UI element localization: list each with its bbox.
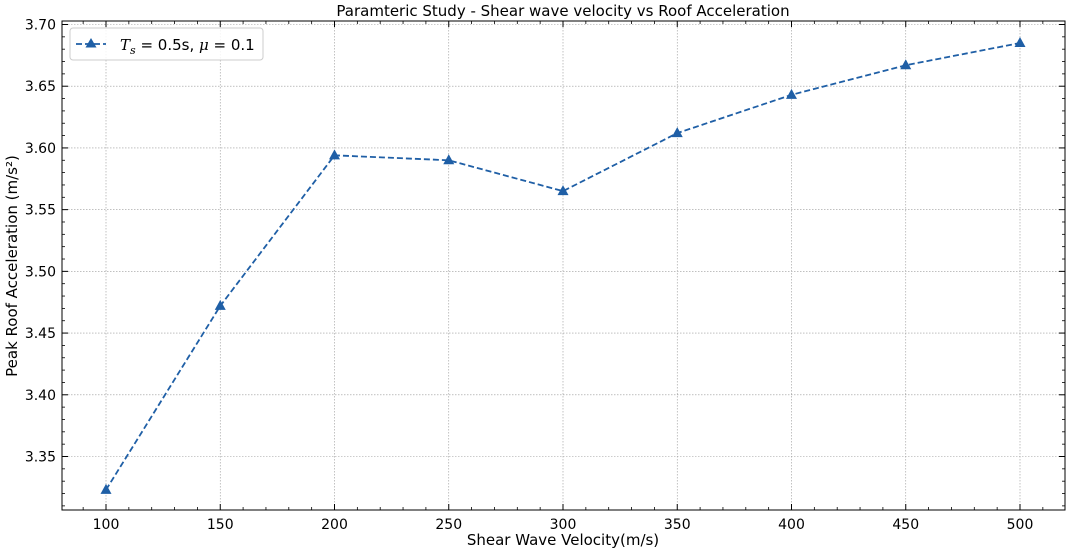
x-tick-label: 150 xyxy=(207,517,234,533)
legend-eq1: = 0.5s, xyxy=(136,36,199,54)
legend-t: T xyxy=(120,36,131,54)
x-tick-label: 250 xyxy=(435,517,462,533)
y-tick-label: 3.40 xyxy=(25,388,56,404)
data-point-marker xyxy=(329,149,340,160)
legend-t-sub: s xyxy=(130,44,136,57)
x-tick-label: 450 xyxy=(892,517,919,533)
y-tick-label: 3.55 xyxy=(25,203,56,219)
y-tick-label: 3.60 xyxy=(25,141,56,157)
legend-mu: μ xyxy=(199,36,209,54)
data-point-marker xyxy=(214,299,226,310)
data-point-marker xyxy=(671,127,683,138)
y-tick-label: 3.35 xyxy=(25,450,56,466)
y-tick-label: 3.70 xyxy=(25,18,56,34)
x-tick-label: 400 xyxy=(778,517,805,533)
legend-box xyxy=(69,27,264,61)
data-point-marker xyxy=(900,59,912,70)
y-axis-ticks: 3.35 3.40 3.45 3.50 3.55 3.60 3.65 3.70 xyxy=(25,18,1065,466)
x-axis-ticks: 100 150 200 250 300 350 400 450 500 xyxy=(93,21,1034,533)
x-axis-label: Shear Wave Velocity(m/s) xyxy=(467,531,659,549)
x-tick-label: 200 xyxy=(321,517,348,533)
legend-marker-sample xyxy=(85,38,97,48)
y-tick-label: 3.65 xyxy=(25,79,56,95)
data-point-marker xyxy=(443,154,455,165)
series-line xyxy=(105,42,1021,491)
data-point-marker xyxy=(557,185,569,196)
grid xyxy=(62,21,1065,510)
series-layer xyxy=(100,37,1026,494)
x-tick-label: 500 xyxy=(1007,517,1034,533)
legend-eq2: = 0.1 xyxy=(209,36,255,54)
x-tick-label: 300 xyxy=(550,517,577,533)
x-tick-label: 100 xyxy=(93,517,120,533)
x-tick-label: 350 xyxy=(664,517,691,533)
chart-title: Paramteric Study - Shear wave velocity v… xyxy=(336,2,789,20)
legend-label: Ts = 0.5s, μ = 0.1 xyxy=(120,36,255,57)
data-point-marker xyxy=(100,483,112,494)
data-point-marker xyxy=(786,88,797,99)
y-tick-label: 3.50 xyxy=(25,264,56,280)
minor-ticks xyxy=(62,21,1065,510)
data-point-marker xyxy=(1014,37,1026,48)
legend: Ts = 0.5s, μ = 0.1 xyxy=(69,27,264,61)
y-tick-label: 3.45 xyxy=(25,326,56,342)
plot-frame xyxy=(61,20,1066,511)
y-axis-label: Peak Roof Acceleration (m/s²) xyxy=(3,155,21,377)
